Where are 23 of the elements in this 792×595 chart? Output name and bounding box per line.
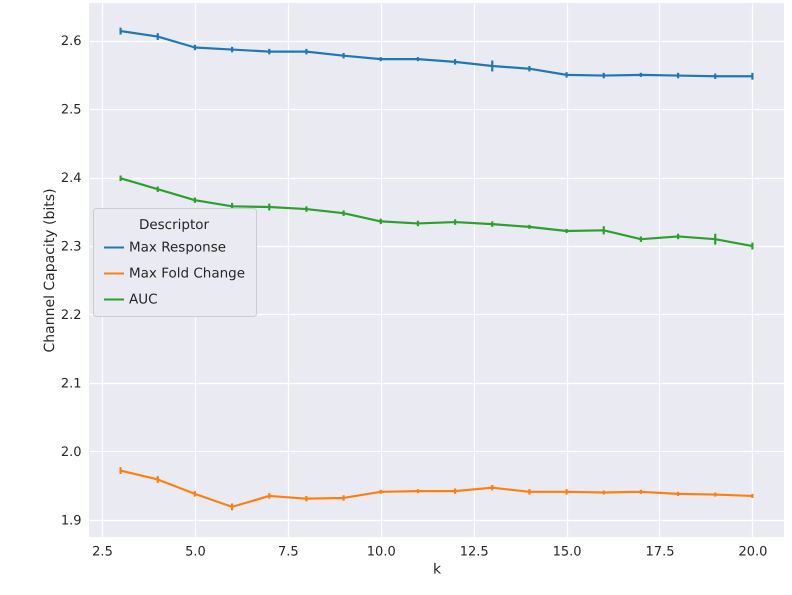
y-tick-label: 2.4 [60, 171, 82, 186]
legend-label: Max Fold Change [129, 266, 246, 282]
y-tick-label: 2.3 [60, 240, 82, 255]
y-tick-label: 2.2 [60, 308, 82, 323]
legend-label: Max Response [129, 240, 226, 256]
x-tick-label: 10.0 [366, 544, 396, 560]
x-tick-label: 15.0 [552, 544, 582, 560]
y-axis-title: Channel Capacity (bits) [42, 188, 58, 353]
y-tick-label: 1.9 [60, 513, 82, 528]
x-tick-label: 12.5 [460, 544, 489, 560]
y-tick-label: 2.0 [60, 444, 82, 460]
x-tick-label: 17.5 [646, 544, 674, 560]
x-tick-label: 7.5 [278, 544, 299, 560]
legend-label: AUC [129, 292, 158, 308]
y-tick-label: 2.1 [60, 376, 82, 392]
x-tick-label: 20.0 [738, 544, 768, 560]
x-tick-label: 2.5 [92, 544, 113, 560]
legend-title: Descriptor [138, 217, 210, 233]
x-tick-label: 5.0 [185, 544, 206, 560]
y-tick-label: 2.6 [60, 34, 82, 50]
y-tick-label: 2.5 [60, 102, 82, 118]
line-series [119, 30, 754, 78]
x-axis-title: k [432, 562, 442, 578]
